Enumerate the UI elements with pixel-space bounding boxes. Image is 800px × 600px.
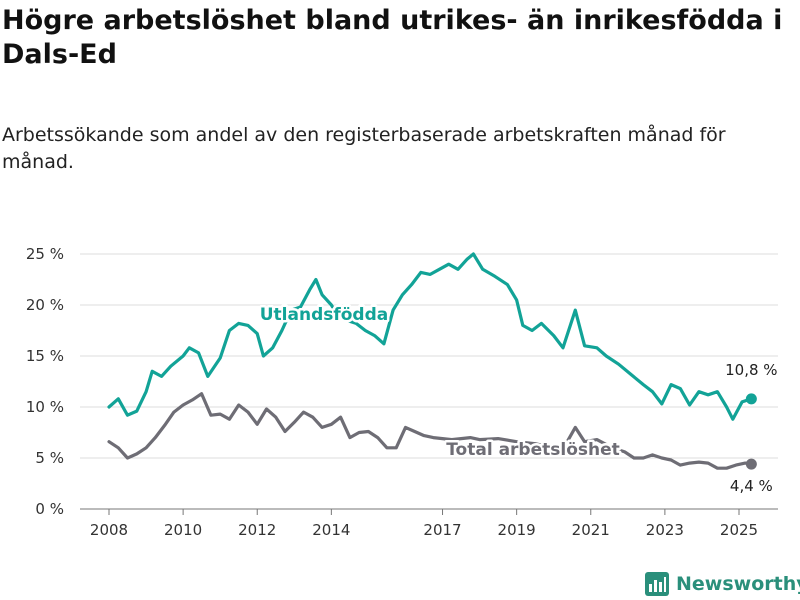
series-line-utlandsfodda — [107, 252, 754, 421]
newsworthy-logo: Newsworthy — [644, 570, 800, 598]
series-end-marker — [745, 393, 757, 405]
end-value-label: 4,4 % — [730, 477, 773, 495]
x-tick-label: 2017 — [423, 521, 461, 539]
x-tick-label: 2012 — [238, 521, 276, 539]
series-name-label: Utlandsfödda — [260, 305, 389, 325]
end-value-label: 10,8 % — [725, 361, 777, 379]
x-tick-label: 2023 — [646, 521, 684, 539]
y-tick-label: 20 % — [26, 296, 64, 314]
x-tick-label: 2008 — [90, 521, 128, 539]
x-tick-label: 2025 — [720, 521, 758, 539]
y-tick-label: 10 % — [26, 398, 64, 416]
x-tick-label: 2019 — [498, 521, 536, 539]
series-name-halo: Utlandsfödda — [260, 305, 389, 325]
series-name-halo: Total arbetslöshet — [446, 440, 620, 460]
y-tick-label: 0 % — [35, 500, 64, 518]
newsworthy-chart-icon — [645, 572, 669, 596]
x-tick-label: 2021 — [572, 521, 610, 539]
series-name-label: Total arbetslöshet — [446, 440, 620, 460]
brand-name: Newsworthy — [676, 573, 800, 595]
chart-title: Högre arbetslöshet bland utrikes- än inr… — [2, 5, 783, 70]
y-tick-label: 25 % — [26, 245, 64, 263]
x-tick-label: 2014 — [312, 521, 350, 539]
series-end-marker — [745, 458, 757, 470]
y-tick-label: 15 % — [26, 347, 64, 365]
chart-subtitle: Arbetssökande som andel av den registerb… — [2, 124, 726, 173]
series-line-total — [107, 392, 754, 470]
y-tick-label: 5 % — [35, 449, 64, 467]
x-tick-label: 2010 — [164, 521, 202, 539]
